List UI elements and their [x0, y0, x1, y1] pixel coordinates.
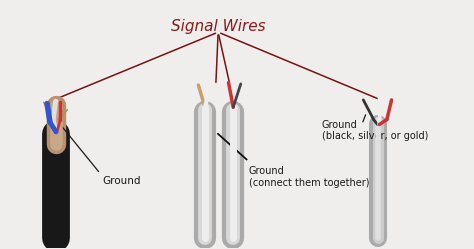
Text: Signal Wires: Signal Wires: [171, 19, 265, 34]
Text: Ground
(connect them together): Ground (connect them together): [249, 166, 369, 188]
Text: Ground: Ground: [103, 176, 141, 186]
Text: Ground
(black, silver, or gold): Ground (black, silver, or gold): [322, 120, 428, 141]
